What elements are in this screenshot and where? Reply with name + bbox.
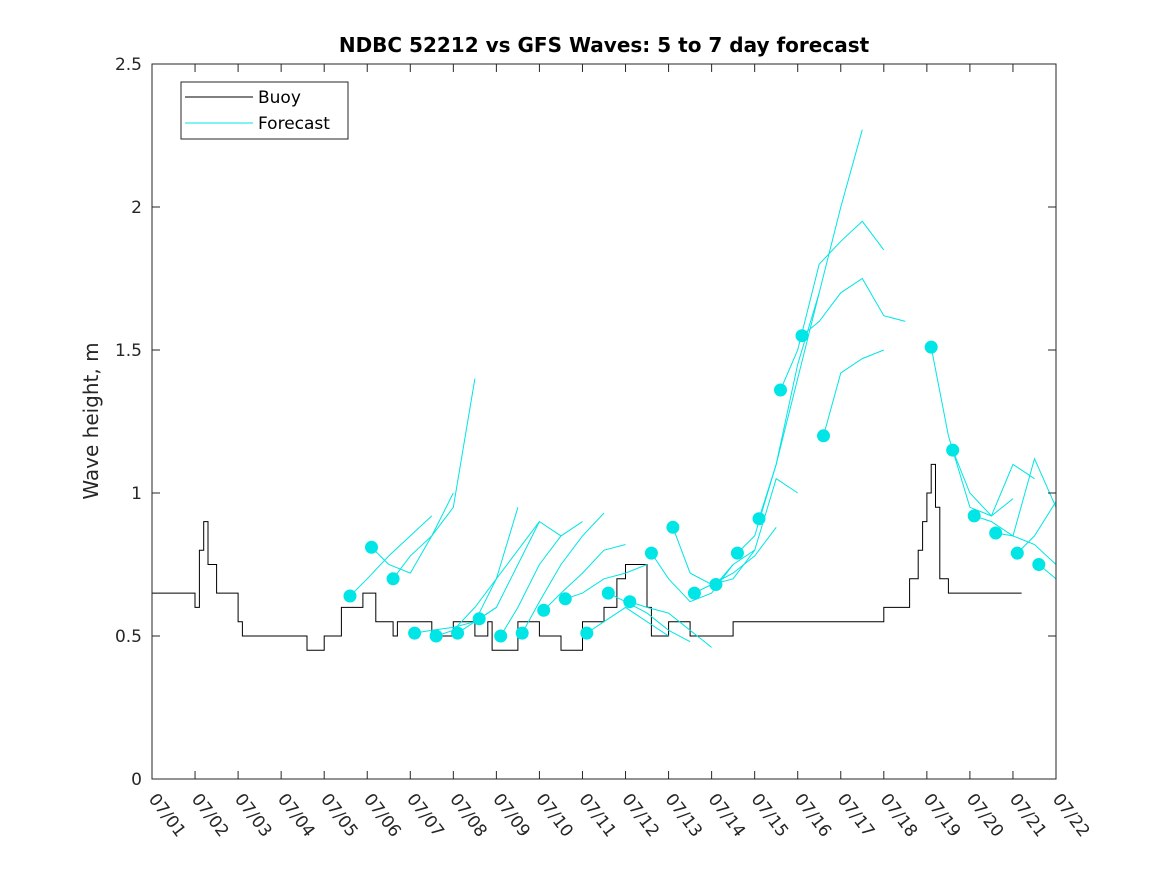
forecast-line-22 xyxy=(801,277,906,337)
y-tick-label-3: 1.5 xyxy=(115,341,142,361)
forecast-start-point-8 xyxy=(494,629,508,643)
forecast-start-point-4 xyxy=(408,626,422,640)
forecast-start-point-20 xyxy=(752,512,766,526)
forecast-line-5 xyxy=(435,507,519,637)
forecast-start-point-29 xyxy=(1032,558,1046,571)
forecast-start-point-10 xyxy=(537,603,551,617)
y-axis-label: Wave height, m xyxy=(79,342,103,499)
legend-box xyxy=(180,81,349,140)
forecast-line-21 xyxy=(780,220,885,391)
forecast-start-point-19 xyxy=(730,546,744,560)
forecast-start-point-13 xyxy=(601,586,615,600)
series-layer xyxy=(152,129,1057,651)
forecast-line-8 xyxy=(500,521,583,637)
forecast-start-point-16 xyxy=(666,520,680,534)
forecast-line-3 xyxy=(392,378,476,580)
forecast-line-27 xyxy=(995,532,1057,565)
forecast-start-point-1 xyxy=(343,589,357,603)
forecast-line-13 xyxy=(608,592,691,643)
forecast-line-12 xyxy=(586,606,669,637)
legend-label-forecast: Forecast xyxy=(258,114,330,134)
forecast-line-11 xyxy=(565,564,648,600)
forecast-line-17 xyxy=(694,526,777,594)
forecast-start-point-14 xyxy=(623,595,637,609)
buoy-line xyxy=(152,463,1022,651)
forecast-line-18 xyxy=(715,477,798,585)
forecast-line-24 xyxy=(930,347,1014,517)
forecast-line-20 xyxy=(758,129,863,519)
forecast-start-point-15 xyxy=(644,546,658,560)
forecast-start-point-3 xyxy=(386,572,400,586)
forecast-start-point-7 xyxy=(472,612,486,626)
forecast-start-point-27 xyxy=(989,526,1003,540)
forecast-start-point-26 xyxy=(967,509,981,523)
forecast-start-point-25 xyxy=(946,443,960,457)
forecast-line-6 xyxy=(457,521,540,634)
forecast-line-9 xyxy=(521,512,605,634)
chart-title: NDBC 52212 vs GFS Waves: 5 to 7 day fore… xyxy=(339,33,870,57)
y-tick-label-4: 2 xyxy=(131,198,142,218)
forecast-line-14 xyxy=(629,601,712,648)
y-tick-label-2: 1 xyxy=(131,484,142,504)
forecast-line-7 xyxy=(478,520,562,620)
forecast-start-point-22 xyxy=(795,329,809,343)
y-tick-label-5: 2.5 xyxy=(115,55,142,75)
forecast-line-1 xyxy=(349,515,433,597)
legend: Buoy Forecast xyxy=(180,81,349,140)
forecast-line-25 xyxy=(952,449,1035,517)
plot-area xyxy=(152,64,1056,779)
forecast-start-point-24 xyxy=(924,340,938,354)
forecast-start-point-11 xyxy=(558,592,572,606)
y-tick-label-0: 0 xyxy=(131,770,142,790)
forecast-line-2 xyxy=(371,492,454,574)
forecast-start-point-28 xyxy=(1010,546,1024,560)
forecast-start-point-5 xyxy=(429,629,443,643)
legend-label-buoy: Buoy xyxy=(258,88,301,108)
forecast-line-28 xyxy=(1016,501,1057,554)
forecast-start-point-2 xyxy=(365,540,378,554)
forecast-start-point-12 xyxy=(580,626,594,640)
forecast-start-point-21 xyxy=(774,383,787,397)
forecast-start-point-18 xyxy=(709,578,723,591)
axes-box xyxy=(151,63,1057,780)
forecast-start-point-9 xyxy=(515,626,529,640)
forecast-line-10 xyxy=(543,544,626,611)
forecast-start-point-23 xyxy=(817,429,830,443)
forecast-start-point-17 xyxy=(687,586,701,600)
forecast-line-23 xyxy=(823,349,884,436)
forecast-start-point-6 xyxy=(451,626,465,640)
y-tick-label-1: 0.5 xyxy=(115,627,142,647)
